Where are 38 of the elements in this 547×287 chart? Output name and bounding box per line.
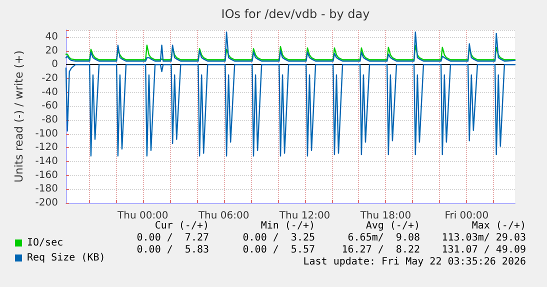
y-tick-label: 0: [52, 59, 58, 70]
y-tick-label: -40: [42, 86, 58, 98]
text: 0.00 / 5.83: [136, 244, 210, 256]
x-tick-label: Thu 12:00: [278, 210, 330, 222]
line-series: [65, 64, 516, 157]
text: Last update: Fri May 22 03:35:26 2026: [303, 256, 526, 268]
y-tick-label: -160: [35, 170, 58, 181]
x-tick-label: Fri 00:00: [444, 210, 489, 222]
text: Max (-/+): [472, 220, 526, 232]
text: 16.27 / 8.22: [342, 244, 420, 256]
y-tick-label: -60: [42, 100, 58, 112]
text: 131.07 / 49.09: [442, 244, 526, 256]
text: 113.03m/ 29.03: [442, 232, 526, 244]
text: 0.00 / 5.57: [242, 244, 316, 256]
y-tick-label: -80: [42, 114, 58, 126]
text: 6.65m/ 9.08: [348, 232, 420, 244]
legend-label: IO/sec: [27, 238, 64, 248]
y-tick-label: 40: [45, 31, 58, 42]
text: 0.00 / 7.27: [136, 232, 210, 244]
line-series: [65, 44, 516, 60]
text: Min (-/+): [260, 220, 316, 232]
y-tick-label: -140: [35, 156, 58, 167]
y-tick-label: 20: [45, 45, 58, 56]
legend-label: Req Size (KB): [27, 252, 106, 264]
y-tick-label: -120: [35, 142, 58, 154]
x-tick-label: Thu 06:00: [197, 210, 250, 222]
chart-title: IOs for /dev/vdb - by day: [221, 7, 370, 21]
x-tick-label: Thu 18:00: [359, 210, 412, 222]
y-axis-title: Units read (-) / write (+): [12, 50, 26, 183]
y-tick-label: -20: [42, 72, 58, 84]
y-tick-label: -180: [35, 184, 58, 195]
line-series: [65, 31, 516, 62]
y-tick-label: -100: [35, 128, 58, 140]
x-tick-label: Thu 00:00: [116, 210, 168, 222]
text: Cur (-/+): [154, 220, 210, 232]
y-tick-label: -200: [35, 198, 58, 208]
text: 0.00 / 3.25: [242, 232, 316, 244]
text: Avg (-/+): [366, 220, 420, 232]
